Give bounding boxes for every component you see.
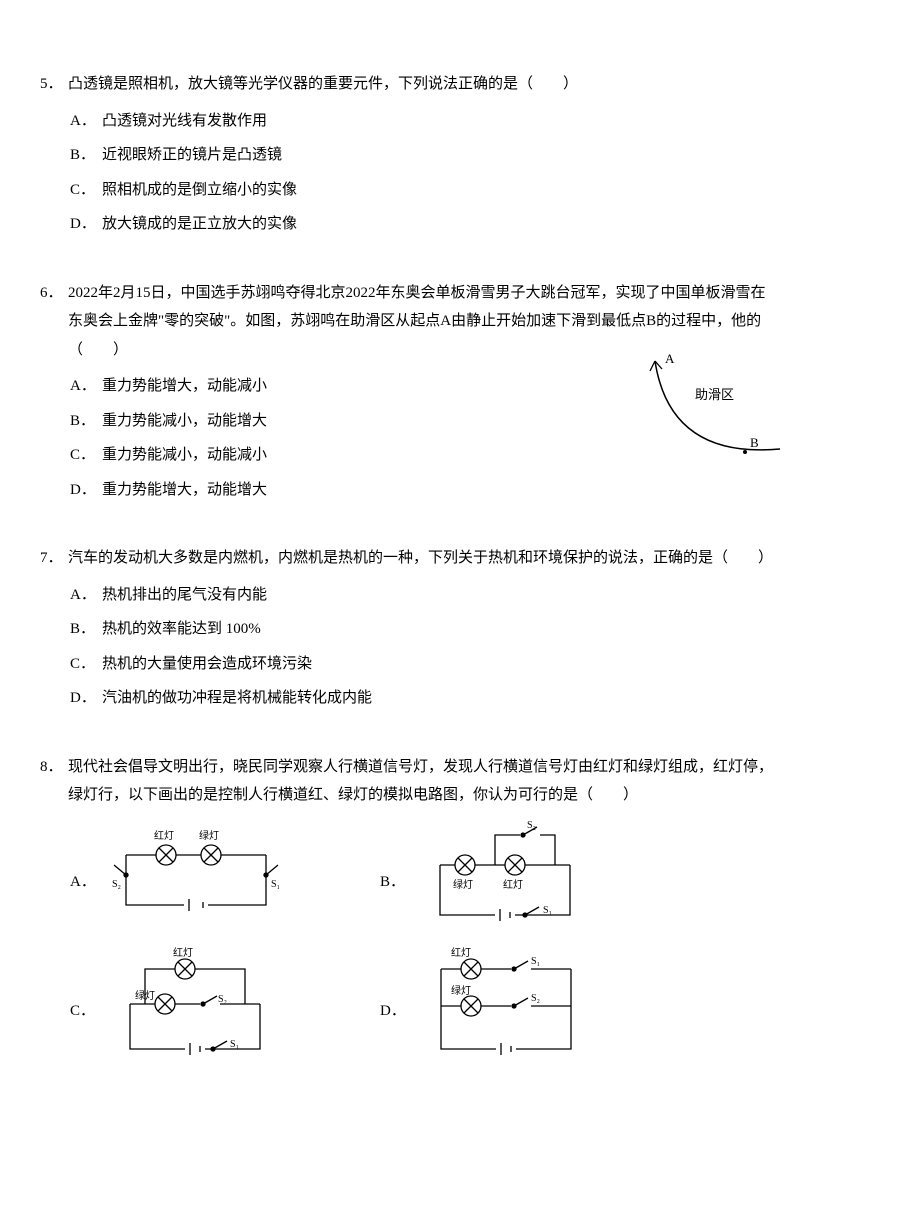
q8-option-c[interactable]: C． 红灯 绿灯 S₂ S₁ bbox=[70, 944, 380, 1064]
q8-option-d[interactable]: D． 红灯 绿灯 S₁ S₂ bbox=[380, 944, 596, 1064]
svg-text:绿灯: 绿灯 bbox=[451, 984, 471, 997]
circuit-b-icon: 绿灯 红灯 S₂ S₁ bbox=[415, 820, 595, 930]
q6-stem: 6． 2022年2月15日，中国选手苏翊鸣夺得北京2022年东奥会单板滑雪男子大… bbox=[40, 279, 880, 308]
q8-text-2: 绿灯行，以下画出的是控制人行横道红、绿灯的模拟电路图，你认为可行的是（ ） bbox=[68, 781, 880, 810]
q5-option-b[interactable]: B．近视眼矫正的镜片是凸透镜 bbox=[70, 141, 880, 170]
circuit-c-icon: 红灯 绿灯 S₂ S₁ bbox=[105, 944, 285, 1064]
q7-number: 7． bbox=[40, 544, 68, 573]
svg-text:红灯: 红灯 bbox=[503, 878, 523, 891]
q8-text-1: 现代社会倡导文明出行，晓民同学观察人行横道信号灯，发现人行横道信号灯由红灯和绿灯… bbox=[68, 753, 880, 782]
q6-text-1: 2022年2月15日，中国选手苏翊鸣夺得北京2022年东奥会单板滑雪男子大跳台冠… bbox=[68, 279, 880, 308]
question-7: 7． 汽车的发动机大多数是内燃机，内燃机是热机的一种，下列关于热机和环境保护的说… bbox=[40, 544, 880, 713]
svg-text:S₁: S₁ bbox=[531, 956, 540, 967]
svg-text:绿灯: 绿灯 bbox=[199, 829, 219, 842]
figure-label-b: B bbox=[750, 435, 759, 450]
svg-text:绿灯: 绿灯 bbox=[453, 878, 473, 891]
circuit-d-icon: 红灯 绿灯 S₁ S₂ bbox=[416, 944, 596, 1064]
q5-option-c[interactable]: C．照相机成的是倒立缩小的实像 bbox=[70, 176, 880, 205]
q7-option-b[interactable]: B．热机的效率能达到 100% bbox=[70, 615, 880, 644]
q7-option-a[interactable]: A．热机排出的尾气没有内能 bbox=[70, 581, 880, 610]
svg-text:S₁: S₁ bbox=[230, 1039, 239, 1050]
svg-text:S₂: S₂ bbox=[112, 879, 121, 890]
question-6: 6． 2022年2月15日，中国选手苏翊鸣夺得北京2022年东奥会单板滑雪男子大… bbox=[40, 279, 880, 505]
q5-option-d[interactable]: D．放大镜成的是正立放大的实像 bbox=[70, 210, 880, 239]
q6-text-2: 东奥会上金牌"零的突破"。如图，苏翊鸣在助滑区从起点A由静止开始加速下滑到最低点… bbox=[68, 307, 880, 336]
svg-text:红灯: 红灯 bbox=[154, 829, 174, 842]
question-5: 5． 凸透镜是照相机，放大镜等光学仪器的重要元件，下列说法正确的是（ ） A．凸… bbox=[40, 70, 880, 239]
q8-row-1: A． 红灯 绿灯 S₂ S₁ B． bbox=[70, 820, 880, 930]
q5-number: 5． bbox=[40, 70, 68, 99]
q7-text: 汽车的发动机大多数是内燃机，内燃机是热机的一种，下列关于热机和环境保护的说法，正… bbox=[68, 544, 880, 573]
q5-text: 凸透镜是照相机，放大镜等光学仪器的重要元件，下列说法正确的是（ ） bbox=[68, 70, 880, 99]
svg-text:绿灯: 绿灯 bbox=[135, 989, 155, 1002]
q8-option-b[interactable]: B． 绿灯 红灯 S₂ S₁ bbox=[380, 820, 595, 930]
svg-text:S₂: S₂ bbox=[531, 993, 540, 1004]
q7-option-d[interactable]: D．汽油机的做功冲程是将机械能转化成内能 bbox=[70, 684, 880, 713]
q6-number: 6． bbox=[40, 279, 68, 308]
question-8: 8． 现代社会倡导文明出行，晓民同学观察人行横道信号灯，发现人行横道信号灯由红灯… bbox=[40, 753, 880, 1064]
svg-text:S₁: S₁ bbox=[271, 879, 280, 890]
q5-options: A．凸透镜对光线有发散作用 B．近视眼矫正的镜片是凸透镜 C．照相机成的是倒立缩… bbox=[70, 107, 880, 239]
q8-option-a[interactable]: A． 红灯 绿灯 S₂ S₁ bbox=[70, 820, 380, 930]
svg-text:S₁: S₁ bbox=[543, 905, 552, 916]
svg-text:红灯: 红灯 bbox=[451, 946, 471, 959]
q6-figure: A B 助滑区 bbox=[640, 349, 800, 469]
q7-options: A．热机排出的尾气没有内能 B．热机的效率能达到 100% C．热机的大量使用会… bbox=[70, 581, 880, 713]
figure-label-zone: 助滑区 bbox=[695, 387, 734, 402]
q8-row-2: C． 红灯 绿灯 S₂ S₁ D． bbox=[70, 944, 880, 1064]
circuit-a-icon: 红灯 绿灯 S₂ S₁ bbox=[106, 825, 286, 925]
svg-text:S₂: S₂ bbox=[218, 994, 227, 1005]
q7-stem: 7． 汽车的发动机大多数是内燃机，内燃机是热机的一种，下列关于热机和环境保护的说… bbox=[40, 544, 880, 573]
svg-text:S₂: S₂ bbox=[527, 820, 536, 831]
q5-stem: 5． 凸透镜是照相机，放大镜等光学仪器的重要元件，下列说法正确的是（ ） bbox=[40, 70, 880, 99]
q5-option-a[interactable]: A．凸透镜对光线有发散作用 bbox=[70, 107, 880, 136]
q6-option-d[interactable]: D．重力势能增大，动能增大 bbox=[70, 476, 880, 505]
svg-text:红灯: 红灯 bbox=[173, 946, 193, 959]
q8-stem: 8． 现代社会倡导文明出行，晓民同学观察人行横道信号灯，发现人行横道信号灯由红灯… bbox=[40, 753, 880, 782]
q8-number: 8． bbox=[40, 753, 68, 782]
figure-label-a: A bbox=[665, 351, 675, 366]
q7-option-c[interactable]: C．热机的大量使用会造成环境污染 bbox=[70, 650, 880, 679]
